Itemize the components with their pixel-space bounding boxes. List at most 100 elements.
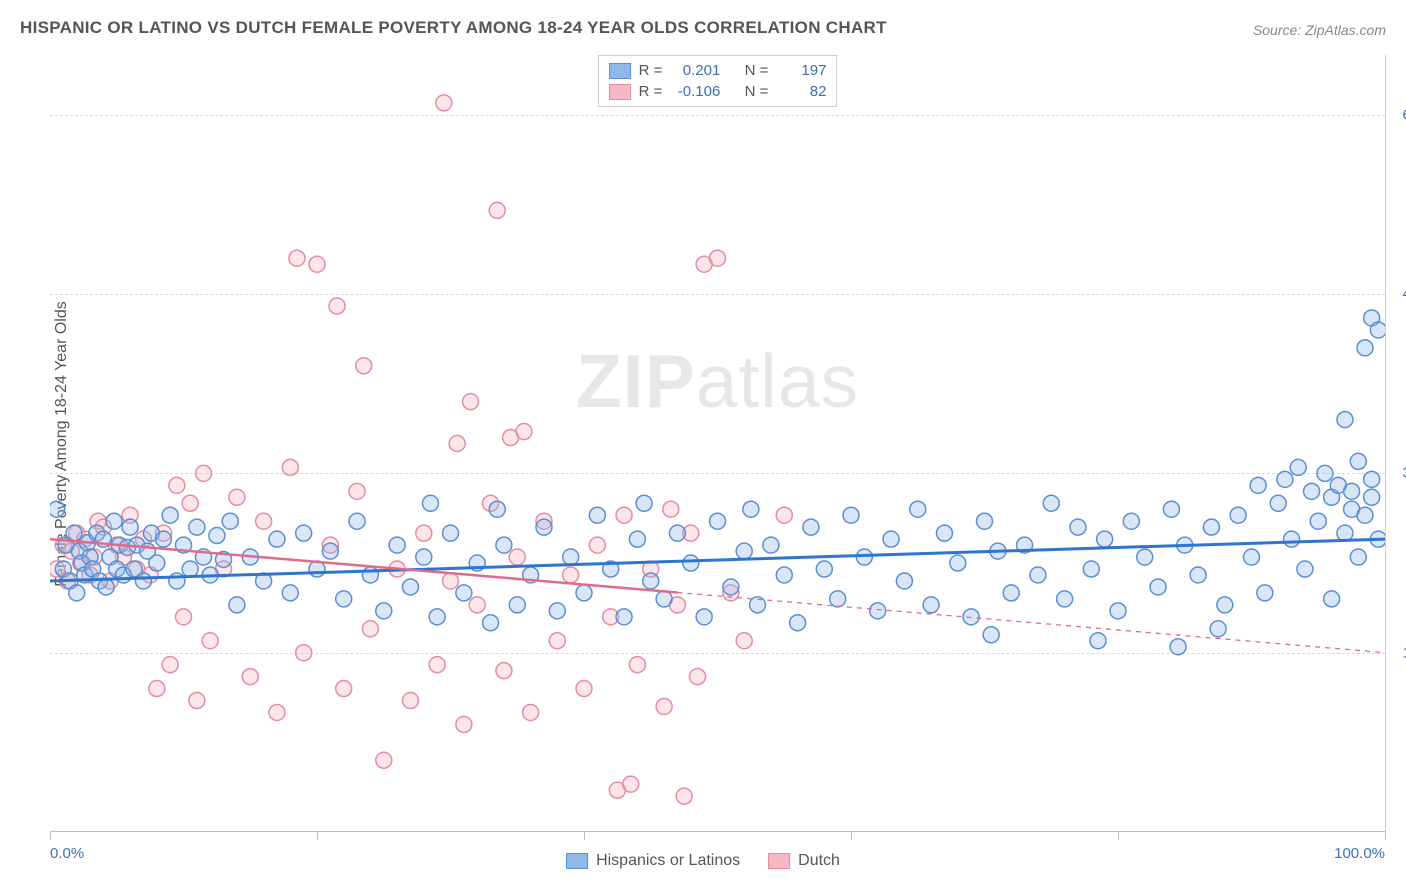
data-point <box>169 477 185 493</box>
data-point <box>122 519 138 535</box>
data-point <box>296 645 312 661</box>
data-point <box>643 573 659 589</box>
data-point <box>1163 501 1179 517</box>
R-value-hispanic: 0.201 <box>670 62 720 79</box>
data-point <box>496 537 512 553</box>
data-point <box>416 525 432 541</box>
data-point <box>736 633 752 649</box>
x-tick-label: 0.0% <box>50 845 84 862</box>
data-point <box>402 579 418 595</box>
data-point <box>983 627 999 643</box>
data-point <box>469 597 485 613</box>
data-point <box>776 507 792 523</box>
data-point <box>1364 471 1380 487</box>
data-point <box>676 788 692 804</box>
data-point <box>710 250 726 266</box>
data-point <box>1057 591 1073 607</box>
data-point <box>1290 459 1306 475</box>
data-point <box>683 555 699 571</box>
legend-row-dutch: R = -0.106 N = 82 <box>609 81 827 102</box>
data-point <box>616 507 632 523</box>
data-point <box>1070 519 1086 535</box>
y-tick-label: 60.0% <box>1390 106 1406 123</box>
swatch-dutch-bottom <box>768 853 790 869</box>
data-point <box>516 424 532 440</box>
data-point <box>936 525 952 541</box>
data-point <box>509 597 525 613</box>
data-point <box>870 603 886 619</box>
data-point <box>1244 549 1260 565</box>
data-point <box>1110 603 1126 619</box>
data-point <box>696 609 712 625</box>
data-point <box>362 621 378 637</box>
data-point <box>322 543 338 559</box>
legend-label-dutch: Dutch <box>798 852 840 870</box>
data-point <box>149 681 165 697</box>
data-point <box>1030 567 1046 583</box>
data-point <box>1250 477 1266 493</box>
data-point <box>636 495 652 511</box>
data-point <box>162 507 178 523</box>
data-point <box>356 358 372 374</box>
data-point <box>629 531 645 547</box>
data-point <box>1277 471 1293 487</box>
data-point <box>623 776 639 792</box>
data-point <box>1003 585 1019 601</box>
chart-title: HISPANIC OR LATINO VS DUTCH FEMALE POVER… <box>20 18 887 38</box>
source-prefix: Source: <box>1253 22 1305 38</box>
data-point <box>629 657 645 673</box>
x-tick <box>584 832 585 840</box>
x-tick <box>50 832 51 840</box>
data-point <box>963 609 979 625</box>
data-point <box>98 579 114 595</box>
data-point <box>1210 621 1226 637</box>
data-point <box>656 591 672 607</box>
data-point <box>1364 489 1380 505</box>
data-point <box>202 633 218 649</box>
series-legend: Hispanics or Latinos Dutch <box>566 852 840 870</box>
data-point <box>269 704 285 720</box>
y-tick-label: 15.0% <box>1390 644 1406 661</box>
data-point <box>1284 531 1300 547</box>
data-point <box>1123 513 1139 529</box>
data-point <box>456 585 472 601</box>
x-tick <box>1385 832 1386 840</box>
legend-item-hispanic: Hispanics or Latinos <box>566 852 740 870</box>
data-point <box>189 519 205 535</box>
data-point <box>182 561 198 577</box>
data-point <box>443 525 459 541</box>
data-point <box>376 603 392 619</box>
data-point <box>1230 507 1246 523</box>
data-point <box>816 561 832 577</box>
data-point <box>1350 549 1366 565</box>
data-point <box>456 716 472 732</box>
x-tick <box>317 832 318 840</box>
data-point <box>589 537 605 553</box>
R-label: R = <box>639 83 663 100</box>
data-point <box>1317 465 1333 481</box>
data-point <box>289 250 305 266</box>
y-tick-label: 45.0% <box>1390 286 1406 303</box>
source-attribution: Source: ZipAtlas.com <box>1253 22 1386 38</box>
data-point <box>329 298 345 314</box>
data-point <box>803 519 819 535</box>
chart-plot-area: Female Poverty Among 18-24 Year Olds ZIP… <box>50 55 1386 832</box>
data-point <box>189 693 205 709</box>
data-point <box>162 657 178 673</box>
data-point <box>389 537 405 553</box>
data-point <box>429 609 445 625</box>
data-point <box>489 501 505 517</box>
data-point <box>1297 561 1313 577</box>
data-point <box>1337 412 1353 428</box>
data-point <box>106 513 122 529</box>
trend-line-dashed <box>677 593 1385 653</box>
data-point <box>736 543 752 559</box>
data-point <box>1310 513 1326 529</box>
legend-label-hispanic: Hispanics or Latinos <box>596 852 740 870</box>
data-point <box>69 585 85 601</box>
x-tick <box>1118 832 1119 840</box>
data-point <box>1370 322 1385 338</box>
data-point <box>743 501 759 517</box>
legend-row-hispanic: R = 0.201 N = 197 <box>609 60 827 81</box>
data-point <box>135 573 151 589</box>
